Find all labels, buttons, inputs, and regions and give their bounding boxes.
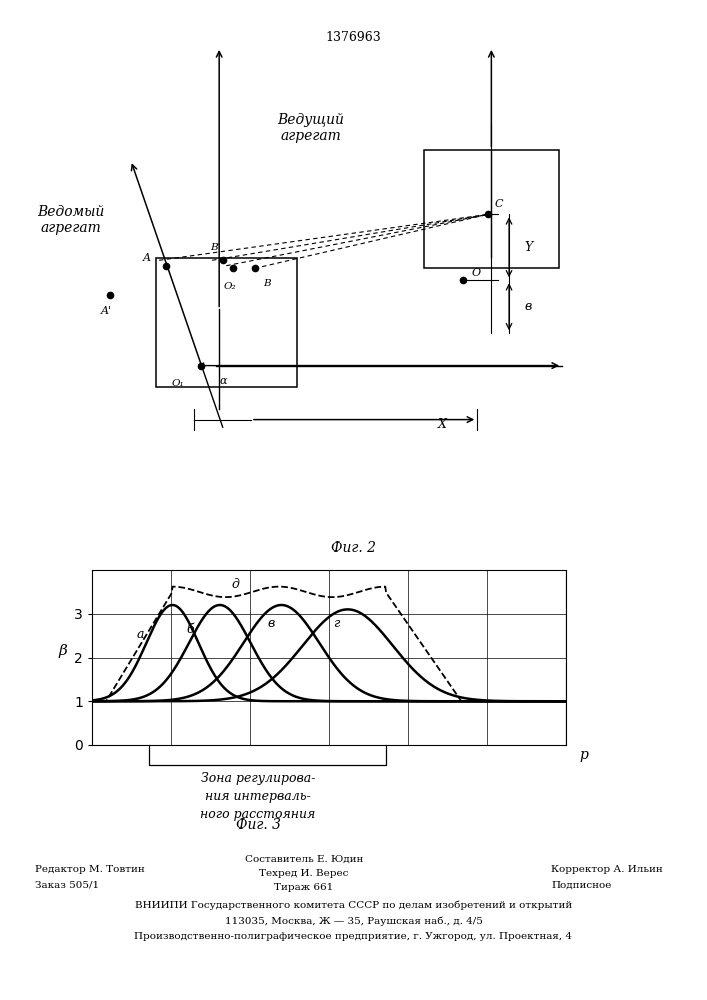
Text: г: г <box>334 617 340 630</box>
Text: C: C <box>495 199 503 209</box>
Text: Редактор М. Товтин: Редактор М. Товтин <box>35 865 145 874</box>
Y-axis label: β: β <box>59 644 67 658</box>
Text: б: б <box>187 623 194 636</box>
Text: в: в <box>525 300 532 313</box>
Text: Фиг. 2: Фиг. 2 <box>331 541 376 555</box>
Text: 113035, Москва, Ж — 35, Раушская наб., д. 4/5: 113035, Москва, Ж — 35, Раушская наб., д… <box>225 916 482 926</box>
Text: р: р <box>580 748 589 762</box>
Text: Составитель Е. Юдин: Составитель Е. Юдин <box>245 855 363 864</box>
Text: A: A <box>143 253 151 263</box>
Text: а: а <box>137 628 144 641</box>
Text: ВНИИПИ Государственного комитета СССР по делам изобретений и открытий: ВНИИПИ Государственного комитета СССР по… <box>135 900 572 910</box>
Bar <box>424 150 559 268</box>
Text: Корректор А. Ильин: Корректор А. Ильин <box>551 865 663 874</box>
Text: Производственно-полиграфическое предприятие, г. Ужгород, ул. Проектная, 4: Производственно-полиграфическое предприя… <box>134 932 573 941</box>
Text: Тираж 661: Тираж 661 <box>274 883 334 892</box>
Bar <box>156 258 297 387</box>
Text: α: α <box>219 376 227 386</box>
Text: Y: Y <box>525 241 533 254</box>
Text: O₂: O₂ <box>223 282 236 291</box>
Text: д: д <box>232 578 240 590</box>
Text: A': A' <box>101 306 112 316</box>
Text: Заказ 505/1: Заказ 505/1 <box>35 881 100 890</box>
Text: O₁: O₁ <box>171 379 184 388</box>
Text: O: O <box>472 268 481 278</box>
Text: Ведомый
агрегат: Ведомый агрегат <box>37 205 105 235</box>
Text: Фиг. 3: Фиг. 3 <box>235 818 281 832</box>
Text: X: X <box>438 418 446 431</box>
Text: в: в <box>267 617 274 630</box>
Text: B: B <box>263 279 271 288</box>
Text: 1376963: 1376963 <box>326 31 381 44</box>
Text: Ведущий
агрегат: Ведущий агрегат <box>278 113 344 143</box>
Text: Техред И. Верес: Техред И. Верес <box>259 869 349 878</box>
Text: Зона регулирова-
ния интерваль-
ного расстояния: Зона регулирова- ния интерваль- ного рас… <box>200 772 316 821</box>
Text: B': B' <box>211 243 221 252</box>
Text: Подписное: Подписное <box>551 881 612 890</box>
